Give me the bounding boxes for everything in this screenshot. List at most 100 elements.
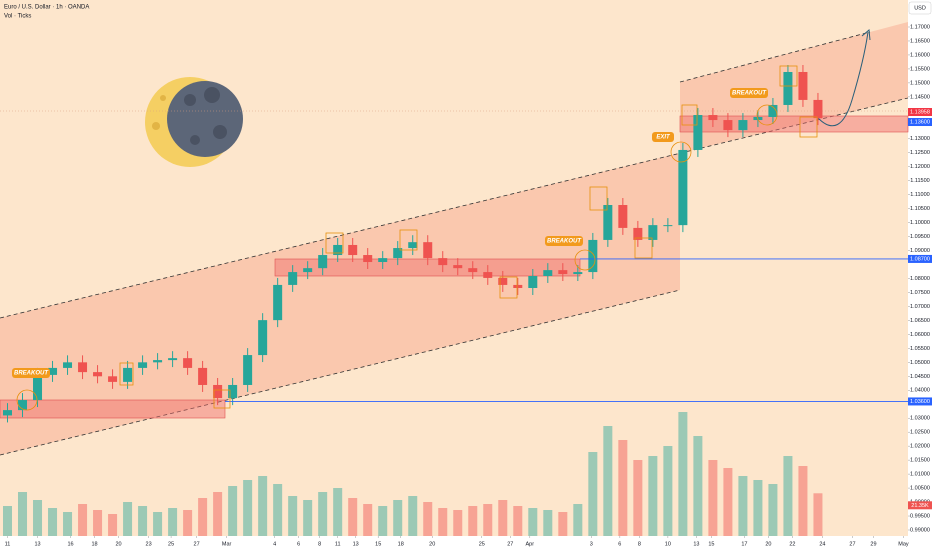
- candle-body: [678, 149, 688, 226]
- x-tick-label: 23: [146, 541, 152, 547]
- moon-illustration: [145, 77, 243, 167]
- x-tick-label: Apr: [526, 541, 535, 547]
- x-tick-label: 13: [34, 541, 40, 547]
- candle-body: [333, 244, 343, 256]
- candle-body: [18, 400, 28, 411]
- volume-bar: [528, 508, 538, 536]
- candle-body: [588, 239, 598, 273]
- y-tick-label: 1.08000: [910, 276, 930, 282]
- x-tick-label: 20: [429, 541, 435, 547]
- volume-bar: [18, 492, 28, 536]
- candle-body: [363, 255, 373, 263]
- volume-bar: [498, 500, 508, 536]
- y-tick-label: 1.02000: [910, 444, 930, 450]
- candle-body: [168, 358, 178, 361]
- y-tick-label: 1.04500: [910, 374, 930, 380]
- volume-bar: [318, 492, 328, 536]
- volume-bar: [588, 452, 598, 536]
- y-tick-label: 1.06500: [910, 318, 930, 324]
- volume-bar: [663, 446, 673, 536]
- x-tick-label: 16: [67, 541, 73, 547]
- y-tick-label: 1.10000: [910, 220, 930, 226]
- volume-bar: [63, 512, 73, 536]
- annotation-box: [730, 88, 768, 98]
- y-tick-label: 1.10500: [910, 206, 930, 212]
- x-tick-label: 22: [789, 541, 795, 547]
- volume-bar: [723, 468, 733, 536]
- candle-body: [648, 225, 658, 240]
- volume-bar: [48, 508, 58, 536]
- x-tick-label: 25: [168, 541, 174, 547]
- candle-body: [3, 410, 13, 416]
- y-tick-label: 1.01000: [910, 472, 930, 478]
- candle-body: [468, 268, 478, 273]
- price-tag-label: 1.13958: [910, 109, 930, 115]
- volume-bar: [813, 493, 823, 536]
- volume-bar: [708, 460, 718, 536]
- y-tick-label: 1.07500: [910, 290, 930, 296]
- candle-body: [693, 115, 703, 150]
- volume-bar: [393, 500, 403, 536]
- level-tag: [908, 397, 932, 406]
- volume-bar: [558, 512, 568, 536]
- volume-bar: [648, 456, 658, 536]
- channel-zone: [680, 22, 908, 153]
- drawings: [16, 65, 818, 411]
- volume-bar: [408, 496, 418, 536]
- price-tag-label: 1.13600: [910, 119, 930, 125]
- annotation-label: BREAKOUT: [732, 91, 767, 97]
- y-tick-label: 1.12000: [910, 164, 930, 170]
- volume-bar: [333, 488, 343, 536]
- annotation-box: [652, 132, 674, 142]
- y-tick-label: 1.04000: [910, 388, 930, 394]
- chart-subtitle: Vol · Ticks: [4, 14, 31, 20]
- y-tick-label: 1.05000: [910, 360, 930, 366]
- volume-bar: [303, 500, 313, 536]
- x-tick-label: 11: [335, 541, 341, 547]
- channel-zone: [0, 153, 680, 455]
- volume-bar: [363, 504, 373, 536]
- x-tick-label: May: [898, 541, 909, 547]
- candle-body: [453, 265, 463, 269]
- candle-body: [423, 242, 433, 259]
- x-tick-label: 13: [353, 541, 359, 547]
- x-tick-label: 11: [5, 541, 11, 547]
- time-axis: [0, 536, 908, 550]
- annotation-box: [12, 368, 50, 378]
- channel-line: [0, 97, 909, 319]
- volume-bar: [348, 498, 358, 536]
- volume-bar: [378, 506, 388, 536]
- price-tag: [908, 118, 932, 127]
- volume-bar: [108, 514, 118, 536]
- candle-body: [783, 71, 793, 105]
- volume-bar: [453, 510, 463, 536]
- x-tick-label: 8: [318, 541, 321, 547]
- volume-bar: [183, 510, 193, 536]
- x-tick-label: 27: [194, 541, 200, 547]
- candle-body: [183, 358, 193, 368]
- y-tick-label: 1.06000: [910, 332, 930, 338]
- y-tick-label: 1.01500: [910, 458, 930, 464]
- y-tick-label: 1.12500: [910, 150, 930, 156]
- y-tick-label: 1.03000: [910, 416, 930, 422]
- candle-body: [303, 268, 313, 273]
- volume-bar: [3, 506, 13, 536]
- chart-title: Euro / U.S. Dollar · 1h · OANDA: [4, 5, 89, 11]
- volume-bar: [168, 508, 178, 536]
- candle-body: [138, 362, 148, 368]
- volume-bar: [273, 484, 283, 536]
- volume-bar: [423, 502, 433, 536]
- candle-body: [708, 115, 718, 121]
- volume-bar: [243, 480, 253, 536]
- candle-body: [153, 360, 163, 363]
- x-tick-label: 13: [693, 541, 699, 547]
- x-tick-label: 15: [375, 541, 381, 547]
- candle-body: [543, 270, 553, 276]
- candle-body: [618, 205, 628, 228]
- candle-body: [438, 258, 448, 266]
- volume-bar: [198, 498, 208, 536]
- volume-bar: [753, 480, 763, 536]
- candle-body: [408, 242, 418, 249]
- x-tick-label: 27: [507, 541, 513, 547]
- candle-body: [798, 71, 808, 100]
